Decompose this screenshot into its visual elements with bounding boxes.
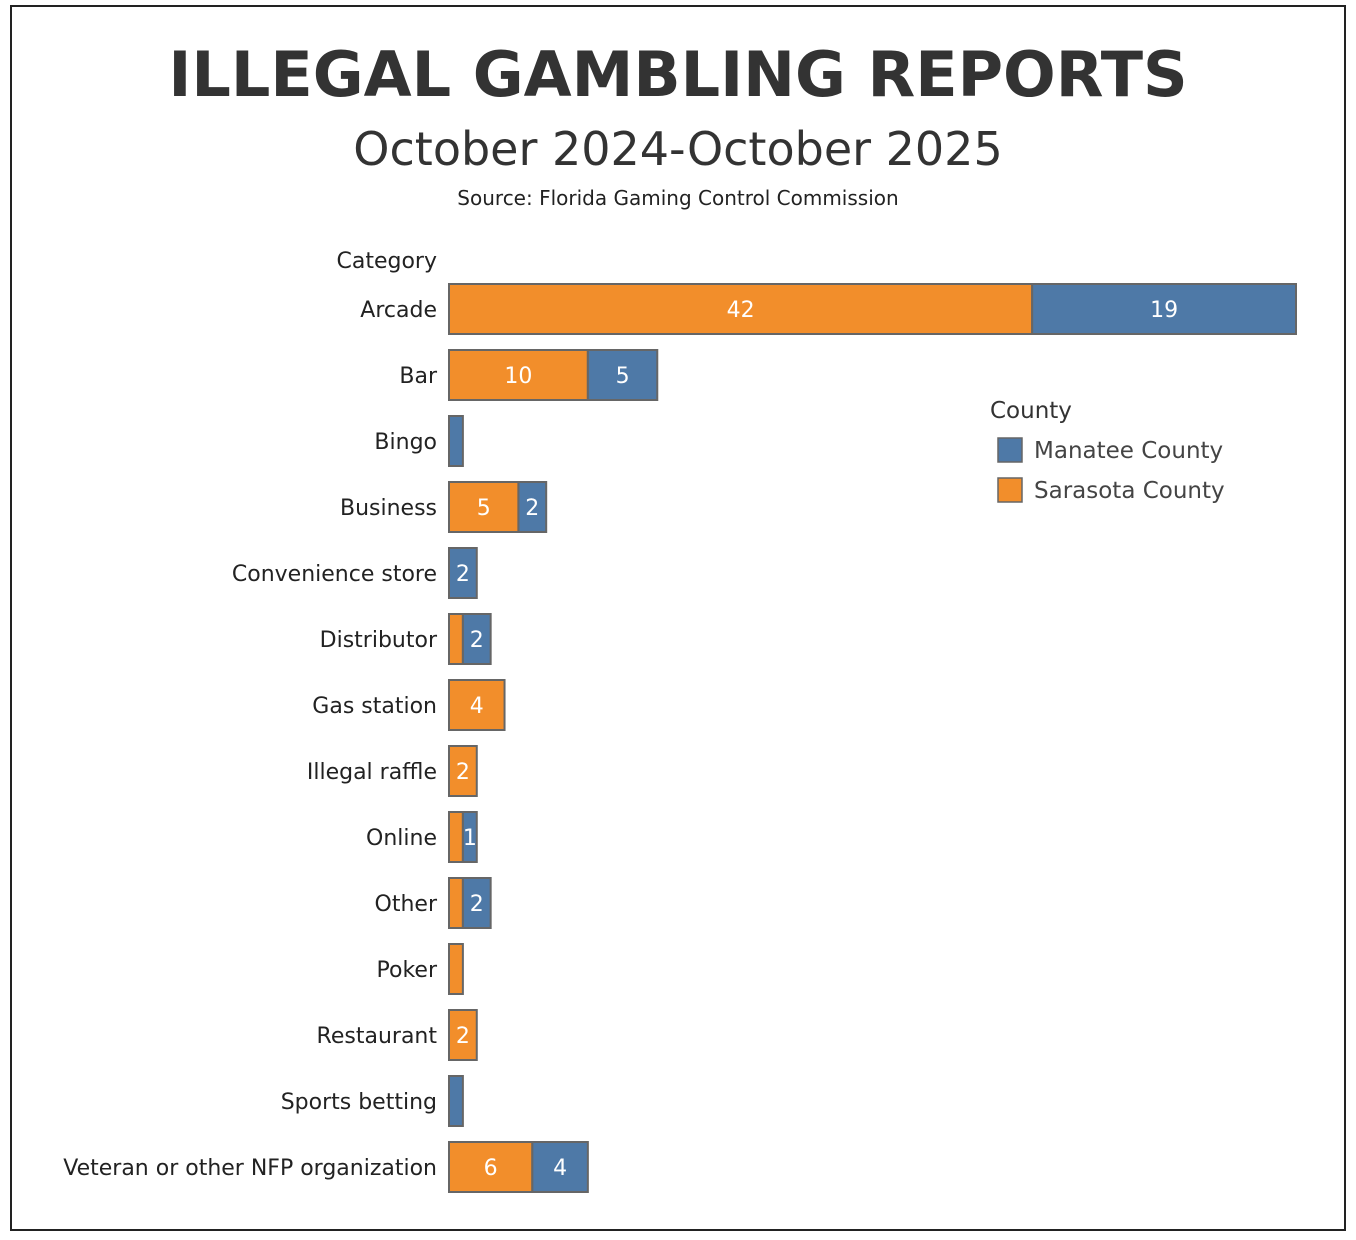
bar-manatee <box>1031 283 1297 335</box>
data-label: 2 <box>456 1024 470 1049</box>
category-label: Bingo <box>374 430 437 455</box>
bar-sarasota <box>448 679 506 731</box>
legend-entry: Manatee County <box>1034 438 1223 464</box>
bar-sarasota <box>448 613 464 665</box>
bar-manatee <box>448 1075 464 1127</box>
data-label: 10 <box>504 364 532 389</box>
bar-sarasota <box>448 1009 478 1061</box>
legend: County Manatee County Sarasota County <box>990 398 1225 504</box>
bar-sarasota <box>448 745 478 797</box>
bar-manatee <box>448 415 464 467</box>
chart-title: ILLEGAL GAMBLING REPORTS <box>168 38 1188 111</box>
data-label: 4 <box>553 1156 567 1181</box>
bar-sarasota <box>448 349 589 401</box>
bar-sarasota <box>448 481 520 533</box>
chart-subtitle: October 2024-October 2025 <box>353 122 1003 176</box>
category-label: Veteran or other NFP organization <box>63 1156 437 1181</box>
data-label: 2 <box>525 496 539 521</box>
legend-swatch <box>997 437 1023 463</box>
data-label: 2 <box>470 892 484 917</box>
category-label: Sports betting <box>281 1090 437 1115</box>
chart-source: Source: Florida Gaming Control Commissio… <box>457 186 899 210</box>
category-label: Restaurant <box>317 1024 438 1049</box>
data-label: 1 <box>463 826 477 851</box>
bar-manatee <box>461 811 478 863</box>
category-label: Other <box>375 892 438 917</box>
legend-entry: Sarasota County <box>1034 478 1225 504</box>
bar-manatee <box>461 613 492 665</box>
data-label: 4 <box>470 694 484 719</box>
category-label: Online <box>366 826 437 851</box>
category-label: Convenience store <box>232 562 437 587</box>
bar-manatee <box>586 349 659 401</box>
bar-sarasota <box>448 811 464 863</box>
bar-manatee <box>461 877 492 929</box>
bar-manatee <box>531 1141 589 1193</box>
category-label: Arcade <box>360 298 437 323</box>
category-label: Bar <box>399 364 438 389</box>
data-label: 19 <box>1150 298 1178 323</box>
bar-manatee <box>517 481 548 533</box>
data-label: 42 <box>727 298 755 323</box>
bar-sarasota <box>448 943 464 995</box>
bar-manatee <box>448 547 478 599</box>
y-axis-title: Category <box>337 249 438 274</box>
category-label: Distributor <box>320 628 438 653</box>
bar-sarasota <box>448 877 464 929</box>
category-label: Poker <box>377 958 438 983</box>
data-label: 5 <box>477 496 491 521</box>
legend-swatch <box>997 477 1023 503</box>
chart-frame <box>10 5 1346 1231</box>
category-label: Gas station <box>312 694 437 719</box>
data-label: 5 <box>616 364 630 389</box>
legend-title: County <box>990 398 1072 424</box>
data-label: 2 <box>470 628 484 653</box>
data-label: 2 <box>456 760 470 785</box>
data-label: 2 <box>456 562 470 587</box>
data-label: 6 <box>484 1156 498 1181</box>
category-label: Illegal raffle <box>307 760 437 785</box>
category-label: Business <box>340 496 437 521</box>
